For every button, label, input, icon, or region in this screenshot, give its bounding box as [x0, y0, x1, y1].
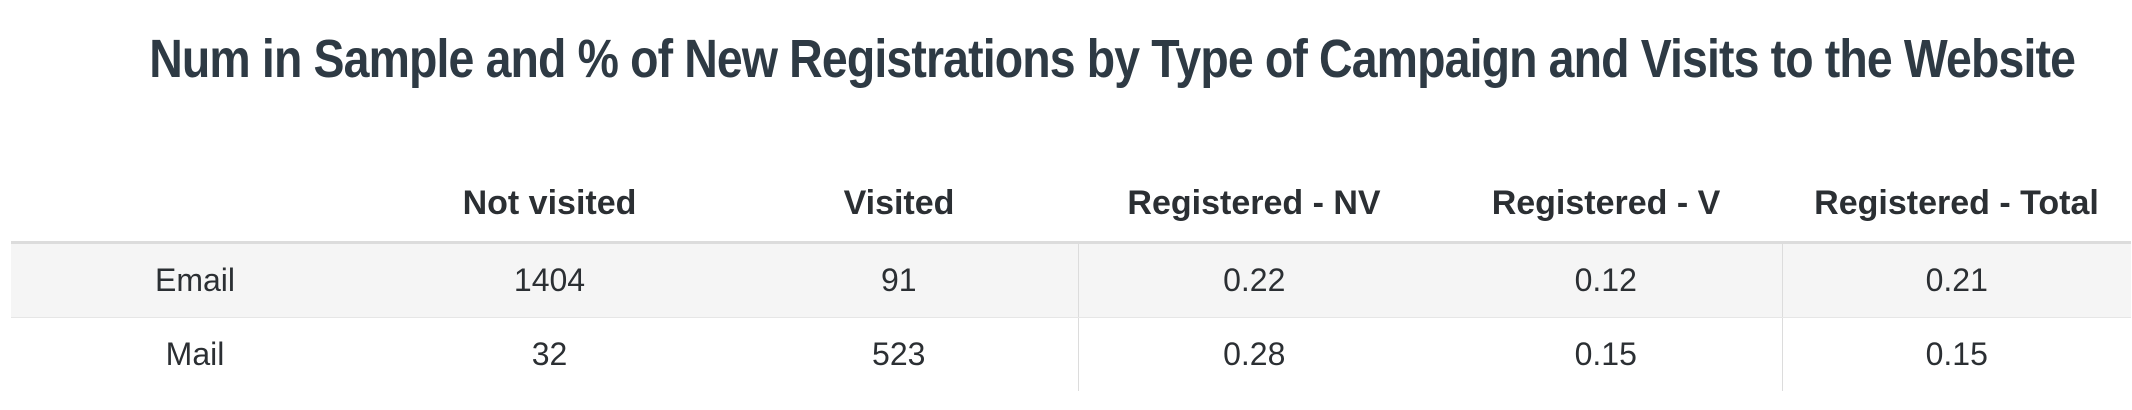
- table-cell: 91: [720, 242, 1078, 318]
- header-cell-row-label: [11, 165, 379, 244]
- table-cell: 523: [720, 317, 1078, 391]
- table-row-email: Email 1404 91 0.22 0.12 0.21: [11, 242, 2131, 318]
- header-row: Not visited Visited Registered - NV Regi…: [11, 165, 2131, 244]
- data-table: Not visited Visited Registered - NV Regi…: [11, 165, 2131, 391]
- table-cell: 1404: [379, 242, 720, 318]
- table-cell: 0.15: [1781, 317, 2131, 391]
- table-cell: 32: [379, 317, 720, 391]
- header-cell-registered-v: Registered - V: [1430, 165, 1782, 244]
- table-cell: 0.12: [1430, 242, 1782, 318]
- row-label: Email: [11, 242, 379, 318]
- header-cell-visited: Visited: [720, 165, 1078, 244]
- table-cell: 0.28: [1077, 317, 1430, 391]
- table-row-mail: Mail 32 523 0.28 0.15 0.15: [11, 317, 2131, 391]
- chart-title: Num in Sample and % of New Registrations…: [149, 29, 2076, 89]
- header-cell-registered-nv: Registered - NV: [1078, 165, 1430, 244]
- table-cell: 0.22: [1077, 242, 1430, 318]
- header-cell-registered-total: Registered - Total: [1782, 165, 2131, 244]
- header-cell-not-visited: Not visited: [379, 165, 720, 244]
- row-label: Mail: [11, 317, 379, 391]
- table-cell: 0.21: [1781, 242, 2131, 318]
- table-cell: 0.15: [1430, 317, 1782, 391]
